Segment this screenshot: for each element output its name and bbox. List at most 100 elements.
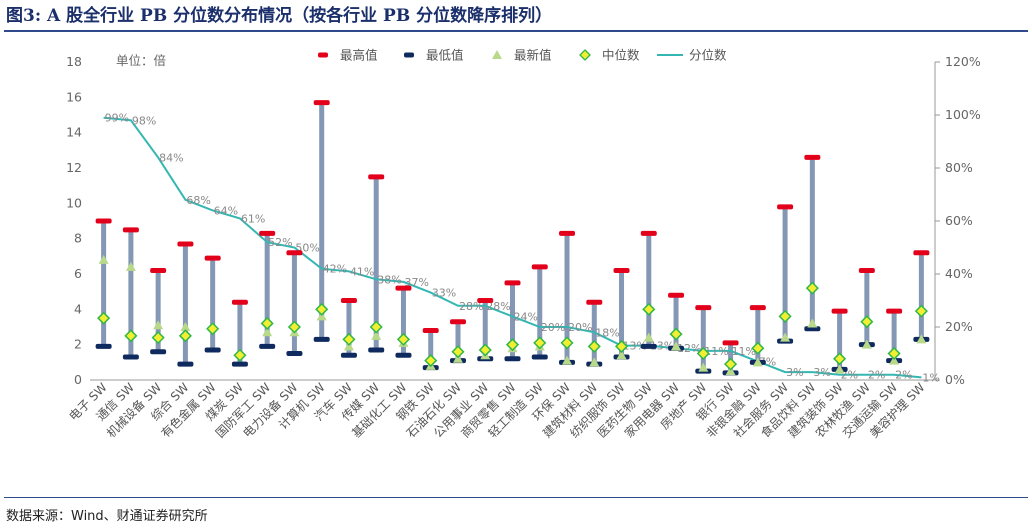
y-left-tick-label: 16 — [66, 89, 82, 104]
footer-divider — [4, 497, 1028, 498]
y-left-tick-label: 4 — [74, 301, 82, 316]
y-left-tick-label: 14 — [66, 125, 82, 140]
latest-marker — [671, 341, 682, 351]
median-marker — [478, 343, 492, 357]
legend-min-swatch — [404, 52, 414, 58]
unit-label: 单位：倍 — [116, 53, 166, 68]
max-marker — [504, 280, 521, 286]
median-marker — [887, 346, 901, 361]
percentile-label: 24% — [514, 310, 538, 323]
median-marker — [860, 315, 874, 329]
y-left-tick-label: 8 — [74, 231, 82, 246]
max-marker — [477, 298, 494, 303]
latest-marker — [616, 350, 627, 360]
percentile-label: 42% — [323, 263, 347, 276]
max-marker — [559, 230, 576, 236]
percentile-label: 13% — [623, 340, 647, 353]
median-marker — [669, 327, 683, 341]
max-marker — [886, 308, 903, 314]
min-marker — [204, 347, 221, 353]
percentile-label: 98% — [132, 114, 156, 127]
latest-marker — [752, 357, 763, 367]
max-marker — [204, 255, 221, 261]
legend-max-swatch — [318, 52, 328, 58]
max-marker — [613, 267, 630, 273]
max-marker — [749, 305, 766, 311]
y-left-tick-label: 12 — [66, 160, 82, 175]
legend-latest-swatch — [492, 50, 502, 59]
range-bar — [837, 311, 843, 370]
percentile-line — [103, 116, 922, 379]
median-marker — [505, 338, 520, 352]
latest-marker — [861, 339, 872, 349]
max-marker — [858, 267, 875, 273]
min-marker — [150, 349, 167, 355]
min-marker — [340, 352, 357, 358]
median-marker — [369, 320, 383, 334]
min-marker — [804, 326, 821, 332]
min-marker — [531, 354, 548, 360]
range-bar — [510, 282, 515, 359]
max-marker — [422, 328, 439, 334]
min-marker — [640, 343, 657, 349]
range-bar — [809, 157, 815, 329]
page-title: 图3: A 股全行业 PB 分位数分布情况（按各行业 PB 分位数降序排列） — [6, 6, 553, 26]
max-marker — [340, 298, 357, 303]
percentile-label: 18% — [595, 326, 619, 339]
latest-marker — [916, 334, 927, 344]
range-bar — [128, 229, 134, 358]
median-marker — [724, 357, 738, 371]
range-bar — [373, 176, 379, 350]
percentile-label: 20% — [568, 321, 592, 334]
range-bar — [346, 300, 352, 356]
percentile-label: 41% — [350, 265, 374, 278]
percentile-label: 52% — [268, 236, 292, 249]
percentile-label: 2% — [841, 369, 858, 382]
range-bar — [237, 302, 243, 365]
median-marker — [587, 339, 601, 353]
min-marker — [504, 356, 521, 362]
range-bar — [291, 252, 297, 354]
range-bar — [673, 295, 679, 349]
title-divider — [4, 30, 1028, 32]
y-right-tick-label: 40% — [945, 266, 973, 281]
pb-percentile-chart: 0 2 4 6 8 10 12 14 16 18 0% 20% 40% 60% 80% 100% 120% 99… — [66, 48, 981, 441]
y-left-tick-label: 18 — [66, 54, 82, 69]
latest-marker — [180, 322, 191, 331]
range-bar — [619, 270, 625, 358]
latest-marker — [371, 330, 382, 340]
range-bar — [755, 307, 761, 363]
legend-median-swatch — [579, 49, 591, 61]
percentile-label: 64% — [214, 204, 238, 217]
median-marker — [914, 304, 928, 318]
min-marker — [313, 336, 330, 342]
median-marker — [315, 302, 329, 316]
latest-marker — [452, 353, 463, 363]
latest-marker — [343, 341, 354, 351]
legend-label: 分位数 — [689, 48, 727, 63]
percentile-label: 28% — [486, 300, 510, 313]
percentile-label: 38% — [377, 273, 401, 286]
latest-marker — [725, 366, 736, 376]
y-left-tick-label: 10 — [66, 195, 82, 210]
max-marker — [122, 227, 139, 233]
range-bar — [864, 270, 870, 345]
latest-marker — [125, 261, 136, 271]
percentile-label: 37% — [404, 276, 428, 289]
range-bar — [101, 221, 107, 347]
source-note: 数据来源：Wind、财通证券研究所 — [6, 509, 208, 524]
min-marker — [95, 343, 112, 349]
median-marker — [642, 302, 656, 316]
range-bar — [155, 270, 161, 352]
legend-label: 最低值 — [426, 48, 464, 63]
max-marker — [286, 250, 303, 256]
max-marker — [640, 230, 657, 236]
y-left-tick-label: 6 — [74, 266, 82, 281]
latest-marker — [834, 364, 845, 374]
percentile-label: 11% — [704, 345, 728, 358]
y-right-tick-label: 60% — [945, 213, 973, 228]
y-right-tick-label: 80% — [945, 160, 973, 175]
max-marker — [913, 250, 930, 256]
median-marker — [206, 322, 220, 336]
range-bar — [455, 321, 461, 361]
